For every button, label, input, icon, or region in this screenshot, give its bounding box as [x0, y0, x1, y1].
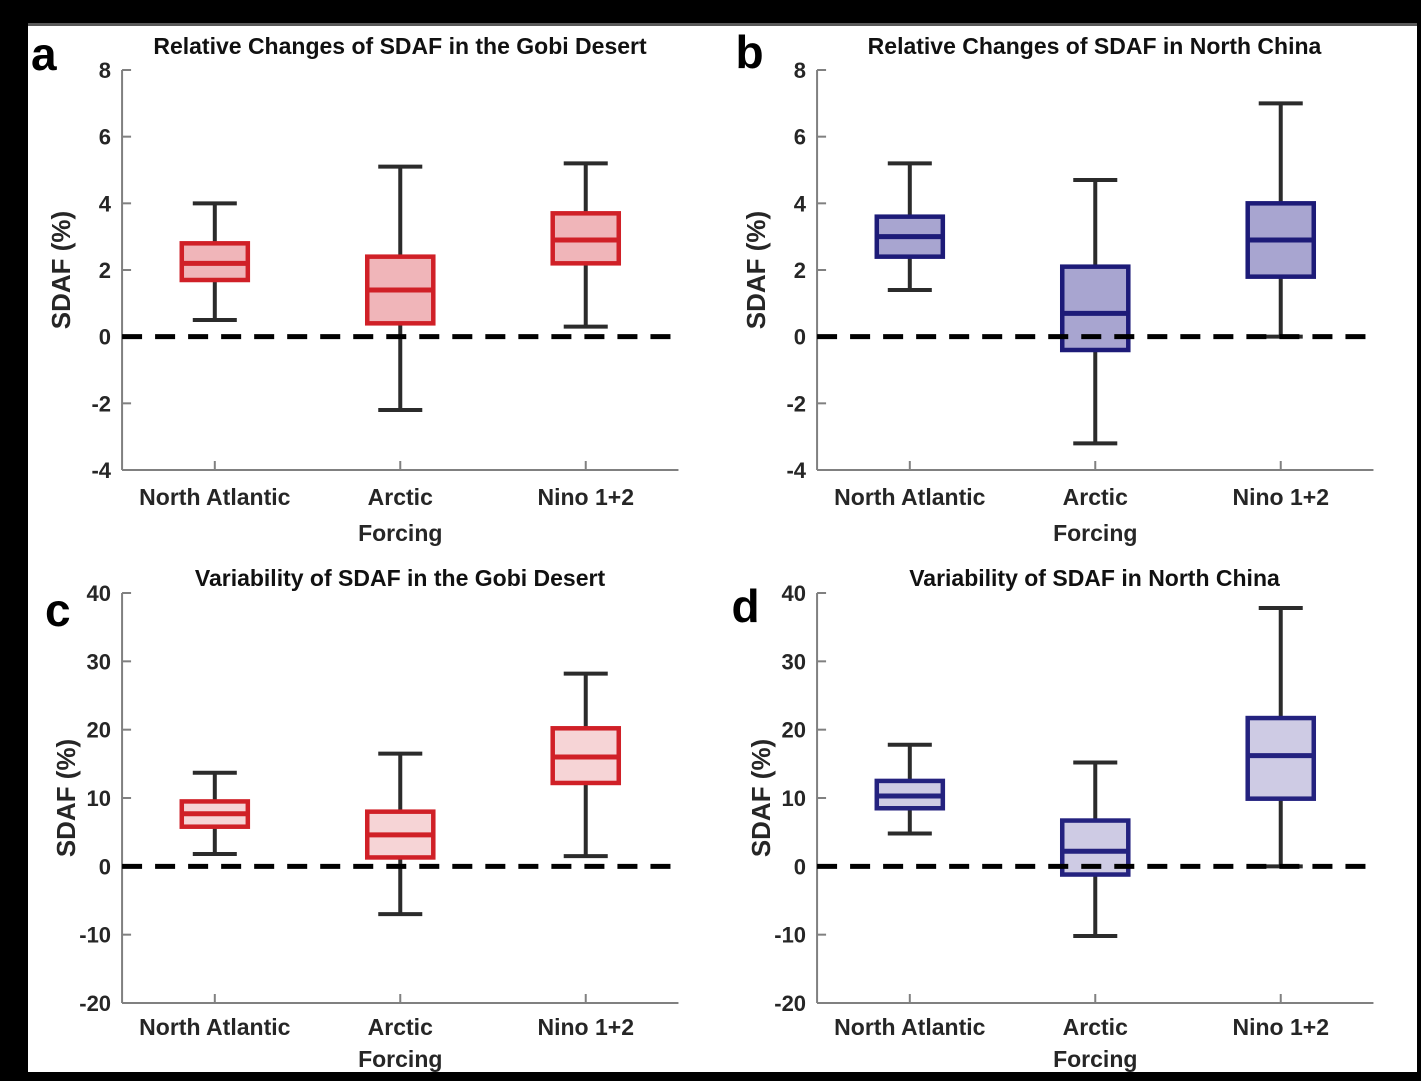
y-tick-label: 20	[87, 718, 111, 743]
y-axis-title: SDAF (%)	[746, 739, 776, 857]
y-tick-label: 10	[87, 786, 111, 811]
y-tick-label: -2	[786, 391, 806, 416]
panel-title-b: Relative Changes of SDAF in North China	[867, 33, 1322, 59]
x-category-label: Nino 1+2	[537, 484, 634, 510]
boxplot-chart-b: -4 -2 0 2 4 6 8 North Atlantic Arctic Nino 1+2 For…	[741, 58, 1373, 546]
y-axis-title: SDAF (%)	[741, 211, 771, 329]
panel-title-d: Variability of SDAF in North China	[909, 565, 1280, 591]
y-tick-label: -20	[774, 991, 806, 1016]
panel-b: b Relative Changes of SDAF in North Chin…	[723, 26, 1418, 562]
y-axis-title: SDAF (%)	[51, 739, 81, 857]
x-axis-title: Forcing	[358, 1046, 442, 1072]
y-tick-label: -10	[79, 923, 111, 948]
panel-letter-a: a	[31, 28, 57, 80]
y-axis-title: SDAF (%)	[46, 211, 76, 329]
x-axis-title: Forcing	[1053, 520, 1137, 546]
y-tick-label: 2	[99, 258, 111, 283]
panel-c: c Variability of SDAF in the Gobi Desert…	[28, 562, 723, 1072]
panel-a: a Relative Changes of SDAF in the Gobi D…	[28, 26, 723, 562]
y-tick-label: 30	[87, 649, 111, 674]
x-category-label: Arctic	[1062, 484, 1127, 510]
x-category-label: North Atlantic	[139, 1014, 290, 1040]
y-tick-label: 4	[793, 191, 806, 216]
x-category-label: Nino 1+2	[537, 1014, 634, 1040]
y-tick-label: 30	[781, 649, 805, 674]
y-tick-label: 40	[781, 581, 805, 606]
y-tick-label: 40	[87, 581, 111, 606]
y-tick-label: 2	[793, 258, 805, 283]
x-category-label: Nino 1+2	[1232, 484, 1329, 510]
y-tick-label: 6	[99, 125, 111, 150]
figure-canvas: a Relative Changes of SDAF in the Gobi D…	[28, 23, 1417, 1072]
x-category-label: Nino 1+2	[1232, 1014, 1329, 1040]
y-tick-label: -20	[79, 991, 111, 1016]
y-tick-label: 0	[99, 854, 111, 879]
panel-title-c: Variability of SDAF in the Gobi Desert	[194, 565, 606, 591]
y-tick-label: 6	[793, 125, 805, 150]
panel-letter-c: c	[45, 584, 71, 636]
y-tick-label: 0	[99, 325, 111, 350]
y-tick-label: 8	[99, 58, 111, 83]
x-category-label: Arctic	[368, 1014, 433, 1040]
y-tick-label: 20	[781, 718, 805, 743]
x-axis-title: Forcing	[1053, 1046, 1137, 1072]
y-tick-label: 10	[781, 786, 805, 811]
x-category-label: Arctic	[1062, 1014, 1127, 1040]
y-tick-label: 0	[793, 325, 805, 350]
boxplot-chart-a: -4 -2 0 2 4 6 8 North Atlantic Arctic Nino 1+2 For…	[46, 58, 679, 546]
y-tick-label: -4	[786, 458, 806, 483]
panel-letter-d: d	[731, 580, 760, 632]
x-category-label: North Atlantic	[834, 484, 985, 510]
box-iqr	[1244, 715, 1316, 801]
y-tick-label: 8	[793, 58, 805, 83]
y-tick-label: -2	[91, 391, 111, 416]
panel-letter-b: b	[735, 26, 764, 78]
boxplot-chart-d: -20 -10 0 10 20 30 40 North Atlantic Arctic Nino …	[746, 581, 1373, 1072]
x-category-label: Arctic	[368, 484, 433, 510]
panel-d: d Variability of SDAF in North China -20…	[723, 562, 1418, 1072]
y-tick-label: 0	[793, 854, 805, 879]
y-tick-label: -4	[91, 458, 111, 483]
y-tick-label: 4	[99, 191, 112, 216]
x-category-label: North Atlantic	[834, 1014, 985, 1040]
y-tick-label: -10	[774, 923, 806, 948]
boxplot-chart-c: -20 -10 0 10 20 30 40 North Atlantic Arctic Nino …	[51, 581, 679, 1072]
panel-title-a: Relative Changes of SDAF in the Gobi Des…	[153, 33, 647, 59]
x-category-label: North Atlantic	[139, 484, 290, 510]
x-axis-title: Forcing	[358, 520, 442, 546]
